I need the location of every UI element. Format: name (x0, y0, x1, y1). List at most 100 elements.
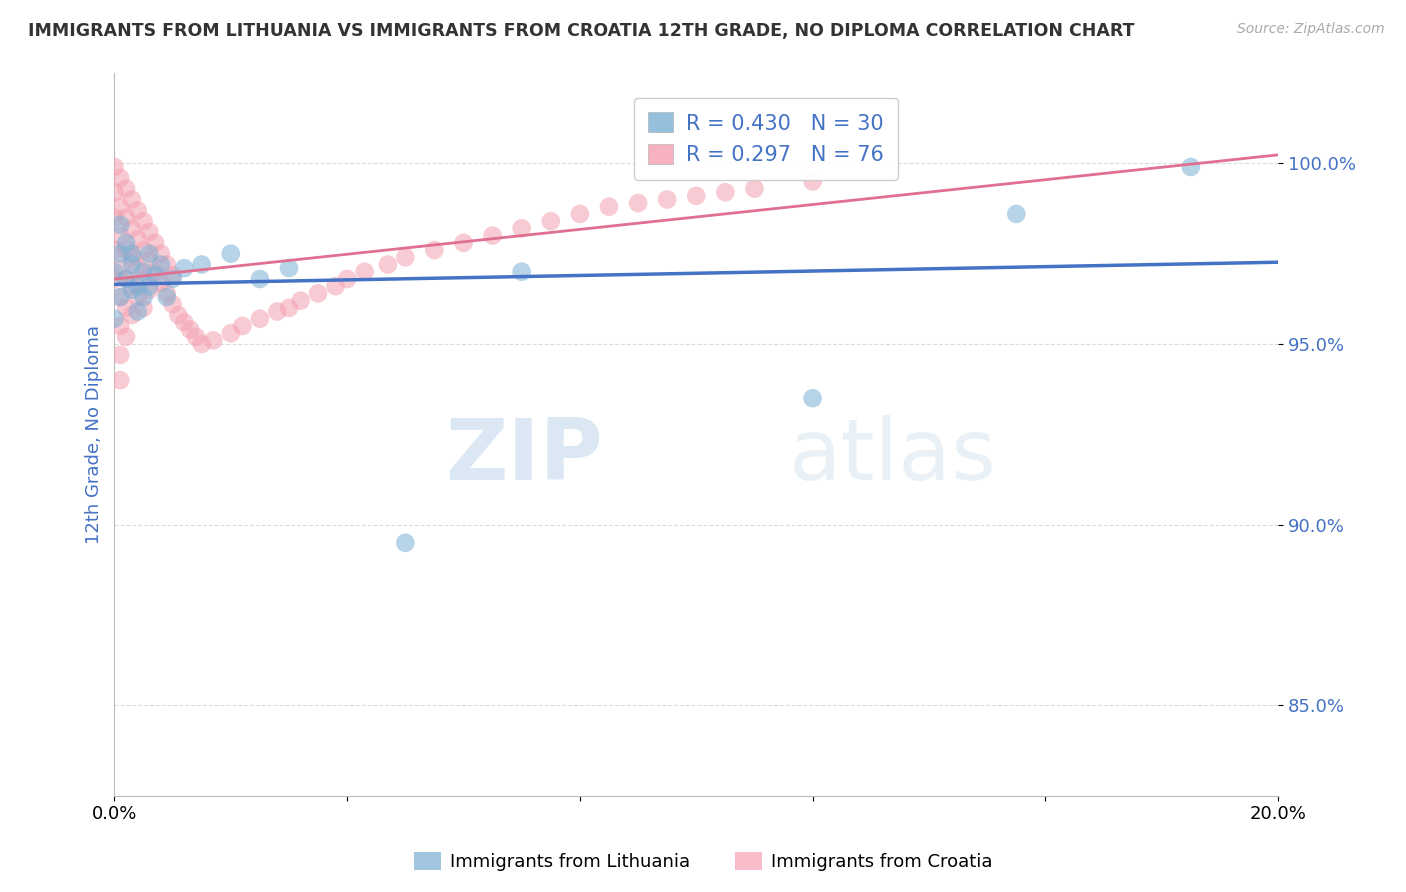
Point (336, 272, 359, 286)
Point (121, 250, 143, 264)
Point (132, 265, 155, 279)
Point (110, 246, 132, 260)
Point (143, 235, 166, 250)
Point (540, 214, 562, 228)
Point (423, 243, 446, 257)
Point (132, 243, 155, 257)
Point (110, 261, 132, 276)
Legend: R = 0.430   N = 30, R = 0.297   N = 76: R = 0.430 N = 30, R = 0.297 N = 76 (634, 98, 898, 179)
Point (353, 265, 375, 279)
Point (103, 243, 125, 257)
Point (110, 228, 132, 243)
Point (121, 258, 143, 272)
Point (278, 261, 301, 276)
Point (1180, 160, 1202, 174)
Point (127, 261, 149, 276)
Point (377, 258, 399, 272)
Point (714, 186, 737, 200)
Point (103, 211, 125, 225)
Point (115, 272, 138, 286)
Point (138, 279, 160, 293)
Point (110, 373, 132, 387)
Point (202, 334, 225, 348)
Point (162, 268, 184, 283)
Point (568, 207, 591, 221)
Point (453, 235, 475, 250)
Point (110, 348, 132, 362)
Legend: Immigrants from Lithuania, Immigrants from Croatia: Immigrants from Lithuania, Immigrants fr… (406, 846, 1000, 879)
Point (121, 221, 143, 235)
Point (115, 243, 138, 257)
Point (179, 322, 201, 336)
Point (110, 290, 132, 304)
Point (744, 181, 766, 195)
Point (110, 290, 132, 304)
Point (278, 301, 301, 315)
Point (127, 290, 149, 304)
Y-axis label: 12th Grade, No Diploma: 12th Grade, No Diploma (86, 325, 103, 544)
Point (138, 225, 160, 239)
Point (219, 246, 242, 260)
Point (149, 246, 172, 260)
Point (127, 232, 149, 246)
Point (156, 258, 179, 272)
Text: ZIP: ZIP (446, 415, 603, 498)
Point (132, 214, 155, 228)
Point (627, 196, 650, 211)
Point (103, 272, 125, 286)
Point (184, 330, 207, 344)
Point (110, 170, 132, 185)
Point (685, 189, 707, 203)
Point (132, 301, 155, 315)
Point (249, 311, 271, 326)
Point (149, 258, 172, 272)
Point (138, 246, 160, 260)
Point (121, 279, 143, 293)
Point (115, 272, 138, 286)
Point (249, 272, 271, 286)
Point (143, 265, 166, 279)
Point (510, 265, 533, 279)
Point (138, 283, 160, 297)
Point (325, 279, 347, 293)
Point (121, 246, 143, 260)
Point (162, 272, 184, 286)
Point (156, 290, 179, 304)
Point (103, 311, 125, 326)
Point (115, 235, 138, 250)
Point (173, 315, 195, 329)
Point (115, 181, 138, 195)
Point (115, 330, 138, 344)
Point (103, 160, 125, 174)
Point (190, 258, 212, 272)
Point (115, 301, 138, 315)
Point (156, 286, 179, 301)
Point (149, 276, 172, 290)
Point (657, 193, 679, 207)
Text: Source: ZipAtlas.com: Source: ZipAtlas.com (1237, 22, 1385, 37)
Point (103, 265, 125, 279)
Point (110, 218, 132, 232)
Point (173, 261, 195, 276)
Point (598, 200, 620, 214)
Point (121, 308, 143, 322)
Text: IMMIGRANTS FROM LITHUANIA VS IMMIGRANTS FROM CROATIA 12TH GRADE, NO DIPLOMA CORR: IMMIGRANTS FROM LITHUANIA VS IMMIGRANTS … (28, 22, 1135, 40)
Point (801, 174, 824, 188)
Point (103, 186, 125, 200)
Point (231, 318, 253, 333)
Point (510, 221, 533, 235)
Point (219, 326, 242, 341)
Point (143, 268, 166, 283)
Point (1005, 207, 1028, 221)
Point (307, 286, 329, 301)
Point (127, 203, 149, 218)
Point (127, 304, 149, 318)
Point (394, 536, 416, 550)
Point (190, 337, 212, 351)
Point (138, 253, 160, 268)
Point (266, 304, 288, 318)
Point (132, 290, 155, 304)
Point (167, 308, 190, 322)
Point (121, 283, 143, 297)
Point (121, 193, 143, 207)
